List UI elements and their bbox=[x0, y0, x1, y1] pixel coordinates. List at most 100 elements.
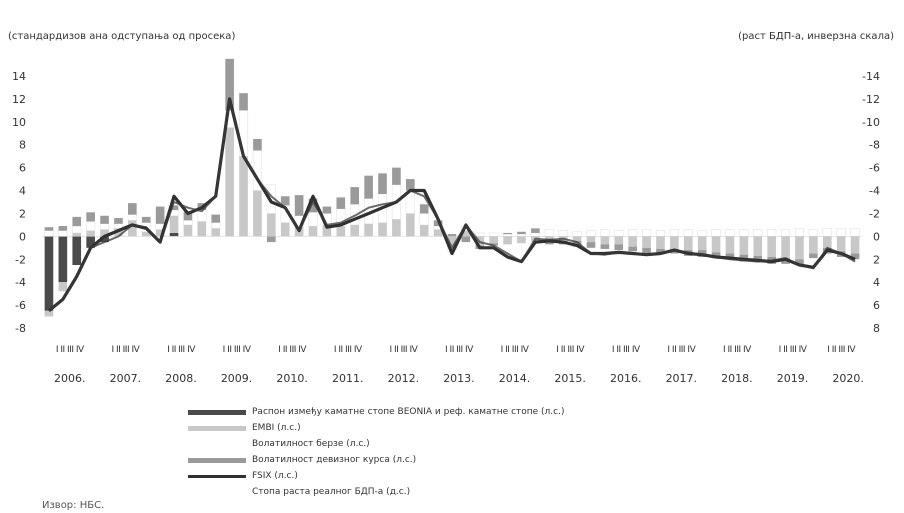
bar bbox=[656, 236, 665, 249]
legend-label-embi: EMBI (л.с.) bbox=[252, 423, 301, 433]
bar bbox=[239, 93, 248, 111]
y-tick-right: 4 bbox=[873, 276, 880, 289]
bar bbox=[169, 205, 179, 211]
bar bbox=[642, 236, 651, 248]
bar bbox=[711, 236, 721, 253]
bar bbox=[628, 229, 638, 237]
bar bbox=[308, 212, 318, 227]
legend-item-fx-volatility: Волатилност девизног курса (л.с.) bbox=[188, 452, 565, 468]
bar bbox=[795, 236, 804, 260]
bar bbox=[600, 229, 610, 237]
bar bbox=[683, 229, 693, 237]
x-tick-year: 2010. bbox=[276, 372, 308, 385]
bar bbox=[155, 206, 165, 224]
bar bbox=[350, 224, 360, 237]
x-tick-year: 2016. bbox=[610, 372, 642, 385]
x-tick-quarter: I II III IV bbox=[223, 345, 252, 355]
bar bbox=[364, 175, 373, 199]
bar bbox=[850, 228, 860, 237]
bar bbox=[364, 223, 373, 237]
bar bbox=[475, 232, 485, 237]
bar bbox=[572, 231, 582, 237]
bar bbox=[739, 236, 749, 255]
bar bbox=[419, 213, 429, 226]
bar bbox=[86, 236, 95, 248]
bar bbox=[86, 230, 95, 237]
x-tick-quarter: I II III IV bbox=[389, 345, 418, 355]
bar bbox=[822, 236, 832, 248]
x-tick-quarter: I II III IV bbox=[779, 345, 808, 355]
legend-label-fx-volatility: Волатилност девизног курса (л.с.) bbox=[252, 455, 417, 465]
bar bbox=[322, 224, 332, 237]
y-tick-left: 14 bbox=[12, 70, 26, 83]
bar bbox=[656, 248, 665, 253]
y-tick-right: 8 bbox=[873, 322, 880, 335]
bar bbox=[614, 244, 624, 251]
bar bbox=[419, 204, 429, 214]
y-tick-right: -10 bbox=[862, 116, 880, 129]
y-tick-right: -4 bbox=[869, 185, 880, 198]
bar bbox=[100, 236, 109, 243]
bar bbox=[447, 236, 457, 246]
bar bbox=[405, 213, 415, 237]
y-tick-left: 4 bbox=[19, 185, 26, 198]
bar bbox=[44, 230, 54, 237]
bar bbox=[767, 229, 777, 237]
bar bbox=[586, 242, 596, 248]
bar bbox=[697, 230, 707, 237]
bar bbox=[655, 230, 666, 237]
x-tick-year: 2018. bbox=[721, 372, 753, 385]
bar bbox=[781, 229, 791, 237]
x-tick-quarter: I II III IV bbox=[667, 345, 696, 355]
y-tick-left: -4 bbox=[15, 276, 26, 289]
y-tick-right: -2 bbox=[869, 207, 880, 220]
bar bbox=[489, 243, 499, 246]
bar bbox=[211, 228, 221, 237]
bar bbox=[725, 236, 735, 254]
x-tick-year: 2012. bbox=[388, 372, 420, 385]
bar bbox=[767, 236, 776, 257]
x-tick-year: 2020. bbox=[832, 372, 864, 385]
x-tick-quarter: I II III IV bbox=[334, 345, 363, 355]
bar bbox=[725, 229, 735, 237]
bar bbox=[72, 236, 82, 265]
bar bbox=[530, 232, 540, 237]
bar bbox=[503, 232, 512, 235]
bar bbox=[600, 244, 610, 249]
bar bbox=[58, 230, 68, 237]
bar bbox=[572, 240, 582, 247]
bar bbox=[669, 229, 679, 237]
x-tick-quarter: I II III IV bbox=[723, 345, 752, 355]
x-tick-year: 2009. bbox=[221, 372, 253, 385]
bar bbox=[141, 216, 151, 223]
bar bbox=[808, 229, 818, 237]
bar bbox=[586, 230, 596, 237]
bar bbox=[822, 228, 832, 237]
bar bbox=[99, 223, 110, 230]
bar bbox=[169, 232, 179, 237]
bar bbox=[461, 230, 471, 237]
legend-swatch-fsix bbox=[188, 474, 246, 478]
fsix-line bbox=[47, 97, 856, 313]
bar bbox=[58, 236, 68, 283]
bar bbox=[183, 220, 193, 226]
bar bbox=[86, 221, 96, 231]
bar bbox=[58, 282, 68, 292]
legend-item-stock-volatility: Волатилност берзе (л.с.) bbox=[188, 436, 565, 452]
bar bbox=[753, 236, 763, 256]
bar bbox=[794, 228, 805, 237]
x-tick-year: 2017. bbox=[666, 372, 698, 385]
x-tick-quarter: I II III IV bbox=[56, 345, 85, 355]
y-tick-left: -2 bbox=[15, 253, 26, 266]
bar bbox=[294, 195, 304, 216]
y-tick-right: 6 bbox=[873, 299, 880, 312]
bar bbox=[100, 229, 109, 237]
bar bbox=[614, 236, 624, 245]
bar bbox=[670, 236, 679, 249]
y-tick-right: -12 bbox=[862, 93, 880, 106]
bar bbox=[447, 234, 457, 237]
bar bbox=[211, 214, 221, 223]
bar bbox=[197, 221, 207, 237]
bar bbox=[308, 198, 318, 213]
bar bbox=[128, 220, 137, 237]
